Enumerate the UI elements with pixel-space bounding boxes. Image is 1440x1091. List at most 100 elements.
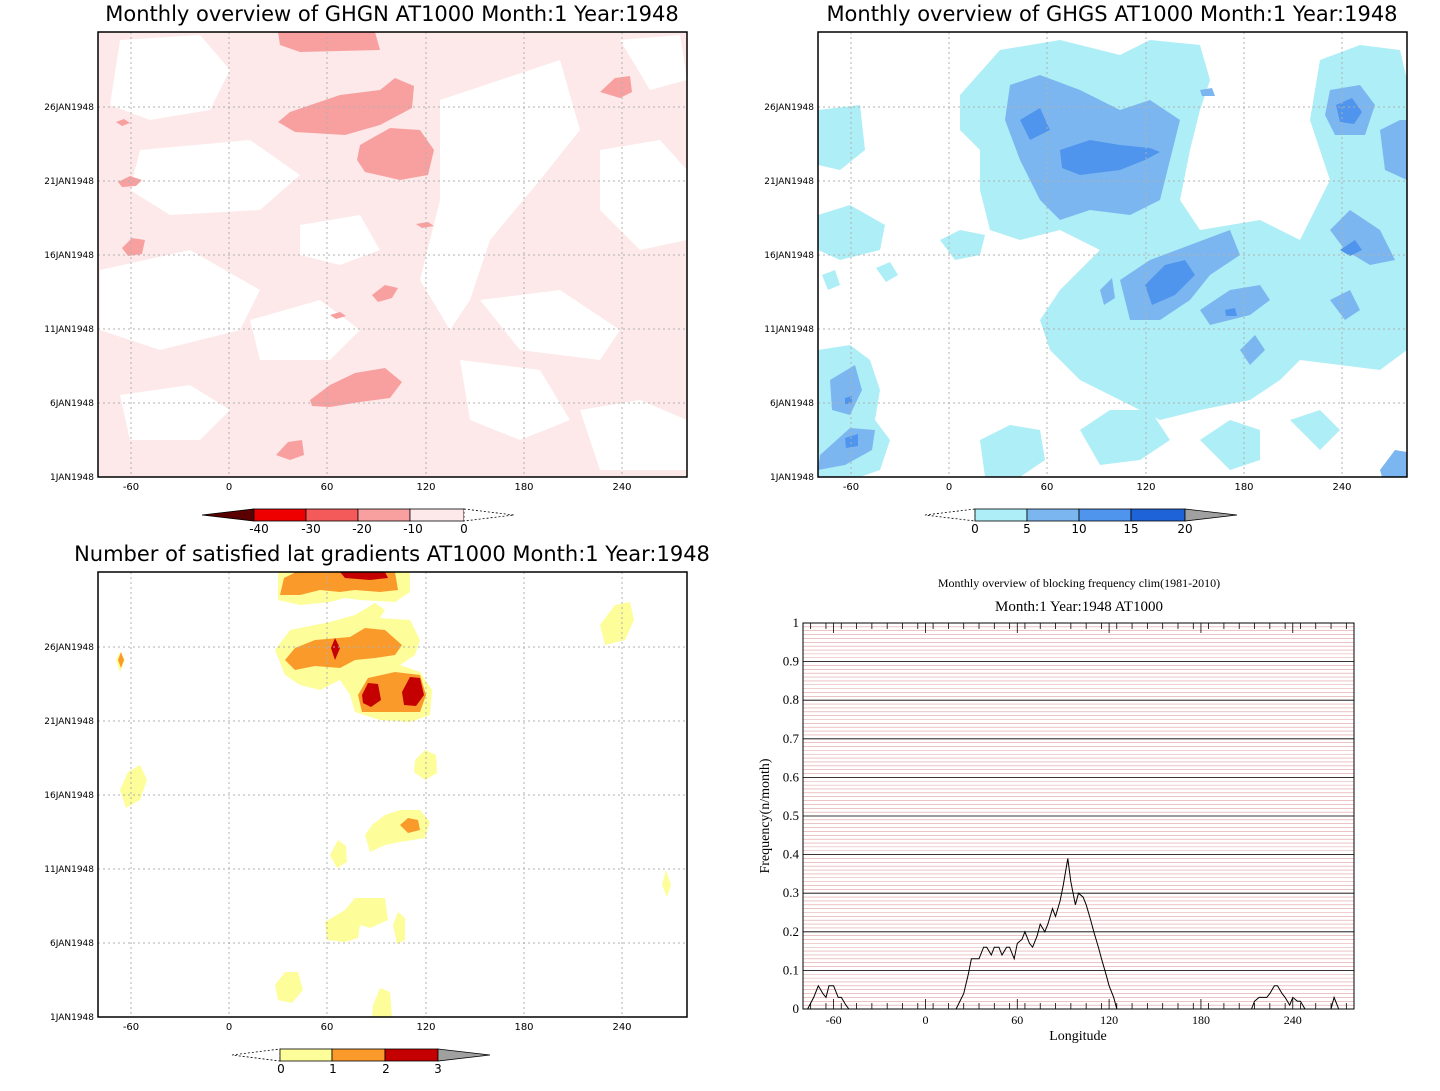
colorbar-swatch <box>1078 508 1132 522</box>
y-tick-label: 11JAN1948 <box>764 325 814 335</box>
freq-frame <box>802 622 1355 1010</box>
y-tick-label: 6JAN1948 <box>770 399 814 409</box>
x-tick-label: 0 <box>226 482 232 493</box>
colorbar-label: 5 <box>1023 522 1031 536</box>
x-tick-label: 180 <box>1192 1013 1210 1027</box>
x-tick-label: 0 <box>922 1013 928 1027</box>
x-tick-label: 240 <box>1332 482 1351 493</box>
x-tick-label: 240 <box>612 482 631 493</box>
colorbar-swatch <box>409 508 465 522</box>
colorbar-label: 20 <box>1177 522 1192 536</box>
colorbar-swatch <box>463 508 515 522</box>
ghgs-y-ticks: 1JAN1948 6JAN1948 11JAN1948 16JAN1948 21… <box>764 103 814 483</box>
x-tick-label: 120 <box>416 1022 435 1033</box>
ghgn-colorbar: -40 -30 -20 -10 0 <box>201 508 515 536</box>
lat-title: Number of satisfied lat gradients AT1000… <box>74 542 710 566</box>
x-tick-label: 240 <box>612 1022 631 1033</box>
ghgs-title: Monthly overview of GHGS AT1000 Month:1 … <box>826 2 1397 26</box>
y-tick-label: 6JAN1948 <box>50 399 94 409</box>
colorbar-label: -10 <box>403 522 423 536</box>
y-tick-label: 26JAN1948 <box>44 103 94 113</box>
ghgs-grid <box>818 32 1407 477</box>
colorbar-label: -30 <box>301 522 321 536</box>
lat-x-ticks: -60 0 60 120 180 240 <box>123 1022 632 1033</box>
x-tick-label: 180 <box>514 1022 533 1033</box>
y-tick-label: 11JAN1948 <box>44 865 94 875</box>
lat-frame <box>97 571 688 1018</box>
colorbar-swatch <box>357 508 411 522</box>
freq-ylabel: Frequency(n/month) <box>758 758 773 873</box>
colorbar-swatch <box>253 508 307 522</box>
lat-grid <box>98 572 687 1017</box>
x-tick-label: 180 <box>1234 482 1253 493</box>
lat-y-ticks: 1JAN1948 6JAN1948 11JAN1948 16JAN1948 21… <box>44 643 94 1023</box>
colorbar-label: 15 <box>1123 522 1138 536</box>
colorbar-swatch <box>1130 508 1186 522</box>
freq-subtitle: Month:1 Year:1948 AT1000 <box>995 599 1163 615</box>
ghgs-x-ticks: -60 0 60 120 180 240 <box>843 482 1352 493</box>
y-tick-label: 21JAN1948 <box>764 177 814 187</box>
x-tick-label: -60 <box>123 482 139 493</box>
colorbar-swatch <box>231 1048 281 1062</box>
colorbar-label: 0 <box>277 1062 285 1076</box>
x-tick-label: -60 <box>123 1022 139 1033</box>
colorbar-swatch <box>331 1048 386 1062</box>
colorbar-swatch <box>437 1048 491 1062</box>
ghgn-panel: Monthly overview of GHGN AT1000 Month:1 … <box>44 2 688 536</box>
y-tick-label: 6JAN1948 <box>50 939 94 949</box>
y-tick-label: 0.6 <box>783 769 800 784</box>
colorbar-swatch <box>1026 508 1080 522</box>
y-tick-label: 16JAN1948 <box>764 251 814 261</box>
x-tick-label: 120 <box>1100 1013 1118 1027</box>
y-tick-label: 0.3 <box>783 885 799 900</box>
y-tick-label: 1JAN1948 <box>50 1013 94 1023</box>
y-tick-label: 26JAN1948 <box>44 643 94 653</box>
y-tick-label: 0 <box>793 1001 800 1016</box>
x-tick-label: 240 <box>1284 1013 1302 1027</box>
y-tick-label: 0.2 <box>783 924 799 939</box>
y-tick-label: 21JAN1948 <box>44 717 94 727</box>
freq-panel: Monthly overview of blocking frequency c… <box>758 576 1355 1044</box>
y-tick-label: 0.5 <box>783 808 799 823</box>
colorbar-label: 1 <box>329 1062 337 1076</box>
lat-panel: Number of satisfied lat gradients AT1000… <box>44 542 710 1076</box>
x-tick-label: 60 <box>1041 482 1054 493</box>
ghgs-panel: Monthly overview of GHGS AT1000 Month:1 … <box>764 2 1408 536</box>
colorbar-swatch <box>924 508 976 522</box>
x-tick-label: -60 <box>826 1013 842 1027</box>
y-tick-label: 0.9 <box>783 654 799 669</box>
ghgn-frame <box>97 31 688 478</box>
y-tick-label: 16JAN1948 <box>44 791 94 801</box>
y-tick-label: 0.7 <box>783 731 800 746</box>
colorbar-swatch <box>201 508 255 522</box>
y-tick-label: 0.4 <box>783 847 800 862</box>
colorbar-swatch <box>384 1048 439 1062</box>
colorbar-label: 3 <box>434 1062 442 1076</box>
y-tick-label: 1 <box>793 615 800 630</box>
ghgn-title: Monthly overview of GHGN AT1000 Month:1 … <box>105 2 678 26</box>
y-tick-label: 11JAN1948 <box>44 325 94 335</box>
x-tick-label: 0 <box>226 1022 232 1033</box>
freq-ticks <box>810 623 1347 1009</box>
y-tick-label: 0.1 <box>783 962 799 977</box>
x-tick-label: 180 <box>514 482 533 493</box>
y-tick-label: 1JAN1948 <box>50 473 94 483</box>
colorbar-label: 0 <box>460 522 468 536</box>
y-tick-label: 21JAN1948 <box>44 177 94 187</box>
colorbar-label: -40 <box>249 522 269 536</box>
colorbar-swatch <box>305 508 359 522</box>
lat-colorbar: 0 1 2 3 <box>231 1048 491 1076</box>
x-tick-label: 60 <box>321 1022 334 1033</box>
freq-title: Monthly overview of blocking frequency c… <box>938 576 1220 590</box>
colorbar-label: -20 <box>352 522 372 536</box>
colorbar-label: 0 <box>971 522 979 536</box>
colorbar-label: 10 <box>1071 522 1086 536</box>
freq-xlabel: Longitude <box>1049 1029 1107 1044</box>
colorbar-swatch <box>974 508 1028 522</box>
y-tick-label: 0.8 <box>783 692 799 707</box>
ghgs-frame <box>817 31 1408 478</box>
ghgn-y-ticks: 1JAN1948 6JAN1948 11JAN1948 16JAN1948 21… <box>44 103 94 483</box>
ghgs-colorbar: 0 5 10 15 20 <box>924 508 1238 536</box>
x-tick-label: 60 <box>1011 1013 1023 1027</box>
x-tick-label: 0 <box>946 482 952 493</box>
